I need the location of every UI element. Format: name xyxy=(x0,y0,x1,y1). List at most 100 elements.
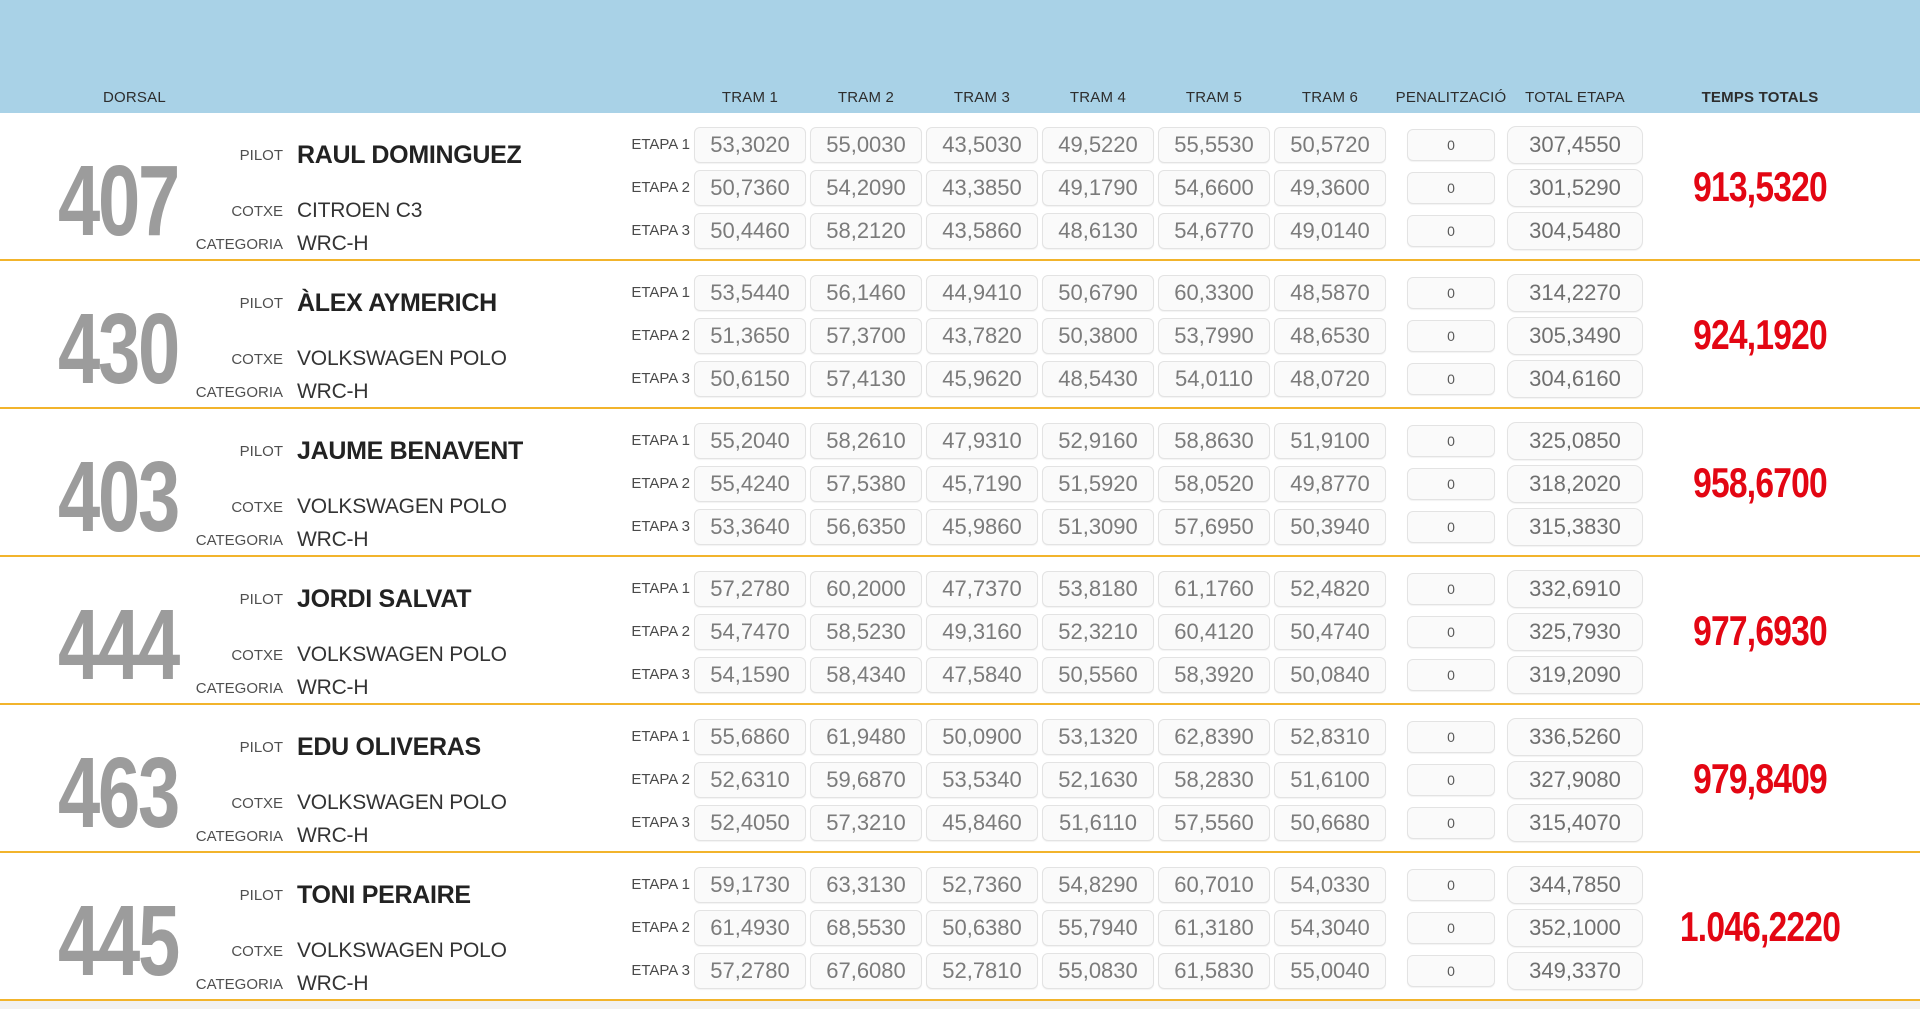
tram-time-cell[interactable]: 54,6600 xyxy=(1158,170,1270,206)
tram-time-cell[interactable]: 53,1320 xyxy=(1042,719,1154,755)
tram-time-cell[interactable]: 59,1730 xyxy=(694,867,806,903)
penalitzacio-cell[interactable]: 0 xyxy=(1407,320,1495,352)
penalitzacio-cell[interactable]: 0 xyxy=(1407,215,1495,247)
tram-time-cell[interactable]: 43,7820 xyxy=(926,318,1038,354)
penalitzacio-cell[interactable]: 0 xyxy=(1407,172,1495,204)
tram-time-cell[interactable]: 49,8770 xyxy=(1274,466,1386,502)
tram-time-cell[interactable]: 58,2830 xyxy=(1158,762,1270,798)
penalitzacio-cell[interactable]: 0 xyxy=(1407,807,1495,839)
tram-time-cell[interactable]: 55,0830 xyxy=(1042,953,1154,989)
penalitzacio-cell[interactable]: 0 xyxy=(1407,573,1495,605)
penalitzacio-cell[interactable]: 0 xyxy=(1407,912,1495,944)
tram-time-cell[interactable]: 68,5530 xyxy=(810,910,922,946)
tram-time-cell[interactable]: 51,6100 xyxy=(1274,762,1386,798)
tram-time-cell[interactable]: 49,5220 xyxy=(1042,127,1154,163)
tram-time-cell[interactable]: 50,4740 xyxy=(1274,614,1386,650)
tram-time-cell[interactable]: 47,9310 xyxy=(926,423,1038,459)
tram-time-cell[interactable]: 50,6380 xyxy=(926,910,1038,946)
tram-time-cell[interactable]: 49,3160 xyxy=(926,614,1038,650)
tram-time-cell[interactable]: 63,3130 xyxy=(810,867,922,903)
tram-time-cell[interactable]: 56,1460 xyxy=(810,275,922,311)
tram-time-cell[interactable]: 50,7360 xyxy=(694,170,806,206)
tram-time-cell[interactable]: 57,5380 xyxy=(810,466,922,502)
tram-time-cell[interactable]: 55,2040 xyxy=(694,423,806,459)
penalitzacio-cell[interactable]: 0 xyxy=(1407,955,1495,987)
tram-time-cell[interactable]: 55,0030 xyxy=(810,127,922,163)
tram-time-cell[interactable]: 48,5870 xyxy=(1274,275,1386,311)
tram-time-cell[interactable]: 43,5860 xyxy=(926,213,1038,249)
tram-time-cell[interactable]: 54,3040 xyxy=(1274,910,1386,946)
tram-time-cell[interactable]: 58,3920 xyxy=(1158,657,1270,693)
tram-time-cell[interactable]: 52,6310 xyxy=(694,762,806,798)
tram-time-cell[interactable]: 54,0110 xyxy=(1158,361,1270,397)
tram-time-cell[interactable]: 51,6110 xyxy=(1042,805,1154,841)
tram-time-cell[interactable]: 58,2610 xyxy=(810,423,922,459)
tram-time-cell[interactable]: 43,3850 xyxy=(926,170,1038,206)
tram-time-cell[interactable]: 54,8290 xyxy=(1042,867,1154,903)
tram-time-cell[interactable]: 57,5560 xyxy=(1158,805,1270,841)
tram-time-cell[interactable]: 49,0140 xyxy=(1274,213,1386,249)
penalitzacio-cell[interactable]: 0 xyxy=(1407,129,1495,161)
tram-time-cell[interactable]: 60,4120 xyxy=(1158,614,1270,650)
tram-time-cell[interactable]: 51,3090 xyxy=(1042,509,1154,545)
tram-time-cell[interactable]: 45,7190 xyxy=(926,466,1038,502)
tram-time-cell[interactable]: 60,3300 xyxy=(1158,275,1270,311)
tram-time-cell[interactable]: 58,4340 xyxy=(810,657,922,693)
tram-time-cell[interactable]: 61,4930 xyxy=(694,910,806,946)
tram-time-cell[interactable]: 58,5230 xyxy=(810,614,922,650)
tram-time-cell[interactable]: 55,7940 xyxy=(1042,910,1154,946)
tram-time-cell[interactable]: 48,0720 xyxy=(1274,361,1386,397)
tram-time-cell[interactable]: 53,5340 xyxy=(926,762,1038,798)
tram-time-cell[interactable]: 50,5560 xyxy=(1042,657,1154,693)
tram-time-cell[interactable]: 53,3020 xyxy=(694,127,806,163)
tram-time-cell[interactable]: 50,0840 xyxy=(1274,657,1386,693)
tram-time-cell[interactable]: 61,5830 xyxy=(1158,953,1270,989)
tram-time-cell[interactable]: 55,5530 xyxy=(1158,127,1270,163)
tram-time-cell[interactable]: 54,0330 xyxy=(1274,867,1386,903)
tram-time-cell[interactable]: 50,5720 xyxy=(1274,127,1386,163)
tram-time-cell[interactable]: 54,1590 xyxy=(694,657,806,693)
tram-time-cell[interactable]: 50,3940 xyxy=(1274,509,1386,545)
tram-time-cell[interactable]: 52,8310 xyxy=(1274,719,1386,755)
tram-time-cell[interactable]: 53,7990 xyxy=(1158,318,1270,354)
tram-time-cell[interactable]: 48,6130 xyxy=(1042,213,1154,249)
tram-time-cell[interactable]: 58,2120 xyxy=(810,213,922,249)
tram-time-cell[interactable]: 50,3800 xyxy=(1042,318,1154,354)
tram-time-cell[interactable]: 45,8460 xyxy=(926,805,1038,841)
tram-time-cell[interactable]: 53,5440 xyxy=(694,275,806,311)
penalitzacio-cell[interactable]: 0 xyxy=(1407,425,1495,457)
penalitzacio-cell[interactable]: 0 xyxy=(1407,363,1495,395)
tram-time-cell[interactable]: 51,9100 xyxy=(1274,423,1386,459)
tram-time-cell[interactable]: 57,4130 xyxy=(810,361,922,397)
tram-time-cell[interactable]: 57,2780 xyxy=(694,571,806,607)
tram-time-cell[interactable]: 57,2780 xyxy=(694,953,806,989)
tram-time-cell[interactable]: 55,4240 xyxy=(694,466,806,502)
tram-time-cell[interactable]: 61,9480 xyxy=(810,719,922,755)
tram-time-cell[interactable]: 43,5030 xyxy=(926,127,1038,163)
tram-time-cell[interactable]: 50,4460 xyxy=(694,213,806,249)
tram-time-cell[interactable]: 59,6870 xyxy=(810,762,922,798)
tram-time-cell[interactable]: 51,5920 xyxy=(1042,466,1154,502)
tram-time-cell[interactable]: 58,0520 xyxy=(1158,466,1270,502)
tram-time-cell[interactable]: 62,8390 xyxy=(1158,719,1270,755)
penalitzacio-cell[interactable]: 0 xyxy=(1407,764,1495,796)
tram-time-cell[interactable]: 50,6150 xyxy=(694,361,806,397)
tram-time-cell[interactable]: 67,6080 xyxy=(810,953,922,989)
tram-time-cell[interactable]: 52,9160 xyxy=(1042,423,1154,459)
tram-time-cell[interactable]: 44,9410 xyxy=(926,275,1038,311)
tram-time-cell[interactable]: 52,7810 xyxy=(926,953,1038,989)
penalitzacio-cell[interactable]: 0 xyxy=(1407,511,1495,543)
tram-time-cell[interactable]: 53,8180 xyxy=(1042,571,1154,607)
tram-time-cell[interactable]: 50,0900 xyxy=(926,719,1038,755)
tram-time-cell[interactable]: 48,6530 xyxy=(1274,318,1386,354)
tram-time-cell[interactable]: 57,6950 xyxy=(1158,509,1270,545)
tram-time-cell[interactable]: 52,1630 xyxy=(1042,762,1154,798)
tram-time-cell[interactable]: 57,3210 xyxy=(810,805,922,841)
tram-time-cell[interactable]: 51,3650 xyxy=(694,318,806,354)
tram-time-cell[interactable]: 52,4820 xyxy=(1274,571,1386,607)
tram-time-cell[interactable]: 47,7370 xyxy=(926,571,1038,607)
tram-time-cell[interactable]: 61,3180 xyxy=(1158,910,1270,946)
tram-time-cell[interactable]: 45,9620 xyxy=(926,361,1038,397)
tram-time-cell[interactable]: 54,6770 xyxy=(1158,213,1270,249)
tram-time-cell[interactable]: 54,7470 xyxy=(694,614,806,650)
